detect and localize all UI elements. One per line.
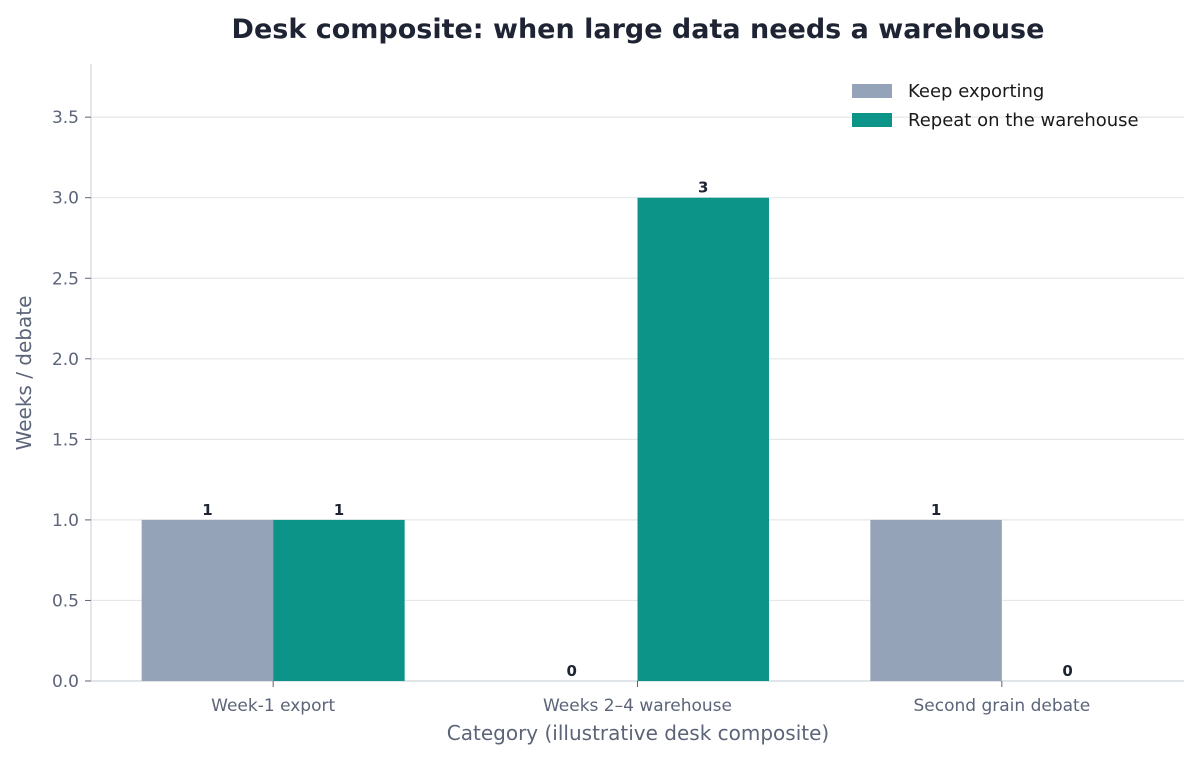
y-tick-label-0: 0.0 bbox=[52, 672, 79, 692]
bar-0-1 bbox=[273, 519, 405, 681]
bar-label-0-1: 1 bbox=[334, 501, 344, 519]
bar-label-0-0: 1 bbox=[202, 501, 212, 519]
y-tick-label-7: 3.5 bbox=[52, 108, 79, 128]
legend-label-0: Keep exporting bbox=[908, 81, 1044, 102]
bar-label-2-1: 0 bbox=[1062, 662, 1072, 680]
y-tick-label-2: 1.0 bbox=[52, 511, 79, 531]
x-axis-title: Category (illustrative desk composite) bbox=[447, 721, 829, 745]
y-tick-label-4: 2.0 bbox=[52, 350, 79, 370]
y-tick-label-3: 1.5 bbox=[52, 430, 79, 450]
y-tick-label-6: 3.0 bbox=[52, 189, 79, 209]
chart-title: Desk composite: when large data needs a … bbox=[232, 14, 1045, 45]
bar-0-0 bbox=[141, 519, 274, 681]
bars bbox=[141, 197, 1002, 681]
legend-swatch-1 bbox=[852, 113, 892, 127]
y-tick-label-5: 2.5 bbox=[52, 269, 79, 289]
bar-1-1 bbox=[637, 197, 769, 681]
legend-label-1: Repeat on the warehouse bbox=[908, 110, 1139, 131]
y-axis-ticks: 0.0 0.5 1.0 1.5 2.0 2.5 3.0 3.5 bbox=[52, 108, 91, 692]
x-tick-label-0: Week-1 export bbox=[211, 696, 335, 716]
bar-2-0 bbox=[870, 519, 1002, 681]
bar-label-2-0: 1 bbox=[931, 501, 941, 519]
x-tick-label-2: Second grain debate bbox=[914, 696, 1091, 716]
bar-label-1-0: 0 bbox=[567, 662, 577, 680]
legend: Keep exporting Repeat on the warehouse bbox=[852, 81, 1139, 131]
bar-value-labels: 1 1 0 3 1 0 bbox=[202, 179, 1073, 680]
y-tick-label-1: 0.5 bbox=[52, 591, 79, 611]
bar-label-1-1: 3 bbox=[698, 179, 708, 197]
x-axis-ticks: Week-1 export Weeks 2–4 warehouse Second g… bbox=[211, 681, 1090, 716]
legend-swatch-0 bbox=[852, 84, 892, 98]
x-tick-label-1: Weeks 2–4 warehouse bbox=[543, 696, 732, 716]
y-axis-title: Weeks / debate bbox=[12, 296, 36, 451]
